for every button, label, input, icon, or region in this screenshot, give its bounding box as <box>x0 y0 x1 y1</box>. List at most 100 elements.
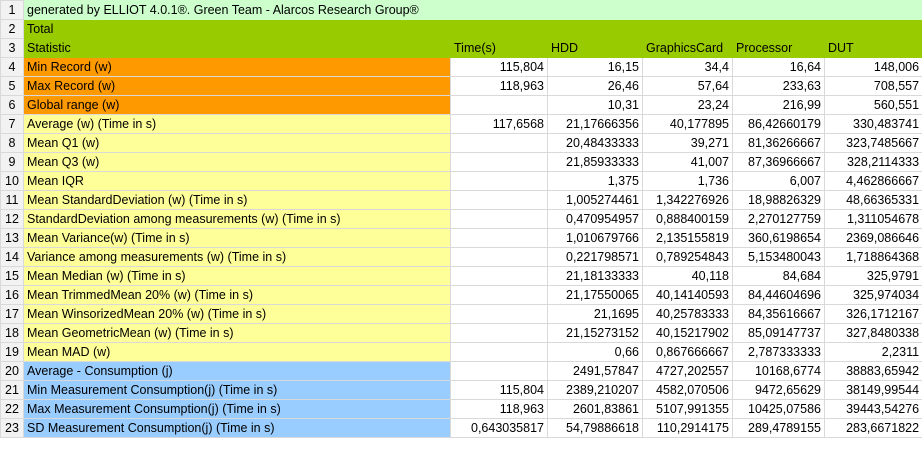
row-header[interactable]: 4 <box>0 57 24 77</box>
row-header[interactable]: 2 <box>0 19 24 39</box>
value-cell[interactable]: 1,005274461 <box>547 190 643 210</box>
value-cell[interactable]: 2601,83861 <box>547 399 643 419</box>
value-cell[interactable]: 18,98826329 <box>732 190 825 210</box>
row-header[interactable]: 9 <box>0 152 24 172</box>
value-cell[interactable] <box>450 304 548 324</box>
value-cell[interactable]: 40,14140593 <box>642 285 733 305</box>
value-cell[interactable]: 0,221798571 <box>547 247 643 267</box>
statistic-label-cell[interactable]: Max Record (w) <box>23 76 451 96</box>
statistic-label-cell[interactable]: Mean Q1 (w) <box>23 133 451 153</box>
cell[interactable] <box>642 19 733 39</box>
value-cell[interactable]: 57,64 <box>642 76 733 96</box>
value-cell[interactable]: 560,551 <box>823 95 922 115</box>
row-header[interactable]: 8 <box>0 133 24 153</box>
value-cell[interactable]: 84,35616667 <box>732 304 825 324</box>
value-cell[interactable]: 40,177895 <box>642 114 733 134</box>
value-cell[interactable]: 289,4789155 <box>732 418 825 438</box>
value-cell[interactable] <box>450 95 548 115</box>
row-header[interactable]: 22 <box>0 399 24 419</box>
statistic-label-cell[interactable]: Average - Consumption (j) <box>23 361 451 381</box>
value-cell[interactable]: 118,963 <box>450 76 548 96</box>
value-cell[interactable]: 148,006 <box>823 57 922 77</box>
value-cell[interactable]: 40,25783333 <box>642 304 733 324</box>
statistic-label-cell[interactable]: Mean GeometricMean (w) (Time in s) <box>23 323 451 343</box>
value-cell[interactable]: 328,2114333 <box>823 152 922 172</box>
value-cell[interactable] <box>450 247 548 267</box>
column-header-dut[interactable]: DUT <box>823 38 922 58</box>
value-cell[interactable]: 21,1695 <box>547 304 643 324</box>
value-cell[interactable]: 1,718864368 <box>823 247 922 267</box>
value-cell[interactable]: 10168,6774 <box>732 361 825 381</box>
value-cell[interactable]: 0,789254843 <box>642 247 733 267</box>
value-cell[interactable]: 40,118 <box>642 266 733 286</box>
row-header[interactable]: 12 <box>0 209 24 229</box>
value-cell[interactable]: 0,888400159 <box>642 209 733 229</box>
statistic-label-cell[interactable]: Max Measurement Consumption(j) (Time in … <box>23 399 451 419</box>
value-cell[interactable]: 1,311054678 <box>823 209 922 229</box>
value-cell[interactable]: 2491,57847 <box>547 361 643 381</box>
value-cell[interactable]: 40,15217902 <box>642 323 733 343</box>
value-cell[interactable]: 39443,54276 <box>823 399 922 419</box>
value-cell[interactable]: 21,15273152 <box>547 323 643 343</box>
value-cell[interactable]: 38883,65942 <box>823 361 922 381</box>
value-cell[interactable]: 325,974034 <box>823 285 922 305</box>
value-cell[interactable]: 2389,210207 <box>547 380 643 400</box>
column-header-statistic[interactable]: Statistic <box>23 38 451 58</box>
value-cell[interactable]: 5107,991355 <box>642 399 733 419</box>
value-cell[interactable]: 0,643035817 <box>450 418 548 438</box>
value-cell[interactable]: 87,36966667 <box>732 152 825 172</box>
statistic-label-cell[interactable]: Global range (w) <box>23 95 451 115</box>
value-cell[interactable] <box>450 152 548 172</box>
row-header[interactable]: 10 <box>0 171 24 191</box>
value-cell[interactable]: 84,44604696 <box>732 285 825 305</box>
statistic-label-cell[interactable]: Mean StandardDeviation (w) (Time in s) <box>23 190 451 210</box>
value-cell[interactable]: 110,2914175 <box>642 418 733 438</box>
column-header-hdd[interactable]: HDD <box>547 38 643 58</box>
statistic-label-cell[interactable]: Mean IQR <box>23 171 451 191</box>
value-cell[interactable]: 21,18133333 <box>547 266 643 286</box>
statistic-label-cell[interactable]: Mean Variance(w) (Time in s) <box>23 228 451 248</box>
row-header[interactable]: 11 <box>0 190 24 210</box>
row-header[interactable]: 15 <box>0 266 24 286</box>
value-cell[interactable]: 16,64 <box>732 57 825 77</box>
statistic-label-cell[interactable]: Min Record (w) <box>23 57 451 77</box>
row-header[interactable]: 13 <box>0 228 24 248</box>
row-header[interactable]: 7 <box>0 114 24 134</box>
value-cell[interactable]: 216,99 <box>732 95 825 115</box>
value-cell[interactable]: 4582,070506 <box>642 380 733 400</box>
value-cell[interactable]: 327,8480338 <box>823 323 922 343</box>
value-cell[interactable]: 86,42660179 <box>732 114 825 134</box>
value-cell[interactable]: 118,963 <box>450 399 548 419</box>
value-cell[interactable]: 26,46 <box>547 76 643 96</box>
statistic-label-cell[interactable]: Mean Median (w) (Time in s) <box>23 266 451 286</box>
value-cell[interactable] <box>450 190 548 210</box>
value-cell[interactable]: 21,85933333 <box>547 152 643 172</box>
value-cell[interactable]: 48,66365331 <box>823 190 922 210</box>
value-cell[interactable]: 1,375 <box>547 171 643 191</box>
value-cell[interactable]: 39,271 <box>642 133 733 153</box>
value-cell[interactable]: 708,557 <box>823 76 922 96</box>
value-cell[interactable]: 325,9791 <box>823 266 922 286</box>
value-cell[interactable]: 54,79886618 <box>547 418 643 438</box>
value-cell[interactable]: 1,342276926 <box>642 190 733 210</box>
value-cell[interactable]: 4727,202557 <box>642 361 733 381</box>
value-cell[interactable]: 0,867666667 <box>642 342 733 362</box>
value-cell[interactable]: 4,462866667 <box>823 171 922 191</box>
value-cell[interactable]: 1,736 <box>642 171 733 191</box>
value-cell[interactable]: 5,153480043 <box>732 247 825 267</box>
row-header[interactable]: 23 <box>0 418 24 438</box>
value-cell[interactable]: 2,135155819 <box>642 228 733 248</box>
generated-by-cell[interactable]: generated by ELLIOT 4.0.1®. Green Team -… <box>22 0 922 20</box>
statistic-label-cell[interactable]: Min Measurement Consumption(j) (Time in … <box>23 380 451 400</box>
row-header[interactable]: 16 <box>0 285 24 305</box>
value-cell[interactable]: 360,6198654 <box>732 228 825 248</box>
row-header[interactable]: 3 <box>0 38 24 58</box>
value-cell[interactable]: 41,007 <box>642 152 733 172</box>
value-cell[interactable]: 9472,65629 <box>732 380 825 400</box>
value-cell[interactable]: 21,17666356 <box>547 114 643 134</box>
value-cell[interactable]: 23,24 <box>642 95 733 115</box>
value-cell[interactable] <box>450 323 548 343</box>
row-header[interactable]: 19 <box>0 342 24 362</box>
statistic-label-cell[interactable]: SD Measurement Consumption(j) (Time in s… <box>23 418 451 438</box>
value-cell[interactable]: 330,483741 <box>823 114 922 134</box>
